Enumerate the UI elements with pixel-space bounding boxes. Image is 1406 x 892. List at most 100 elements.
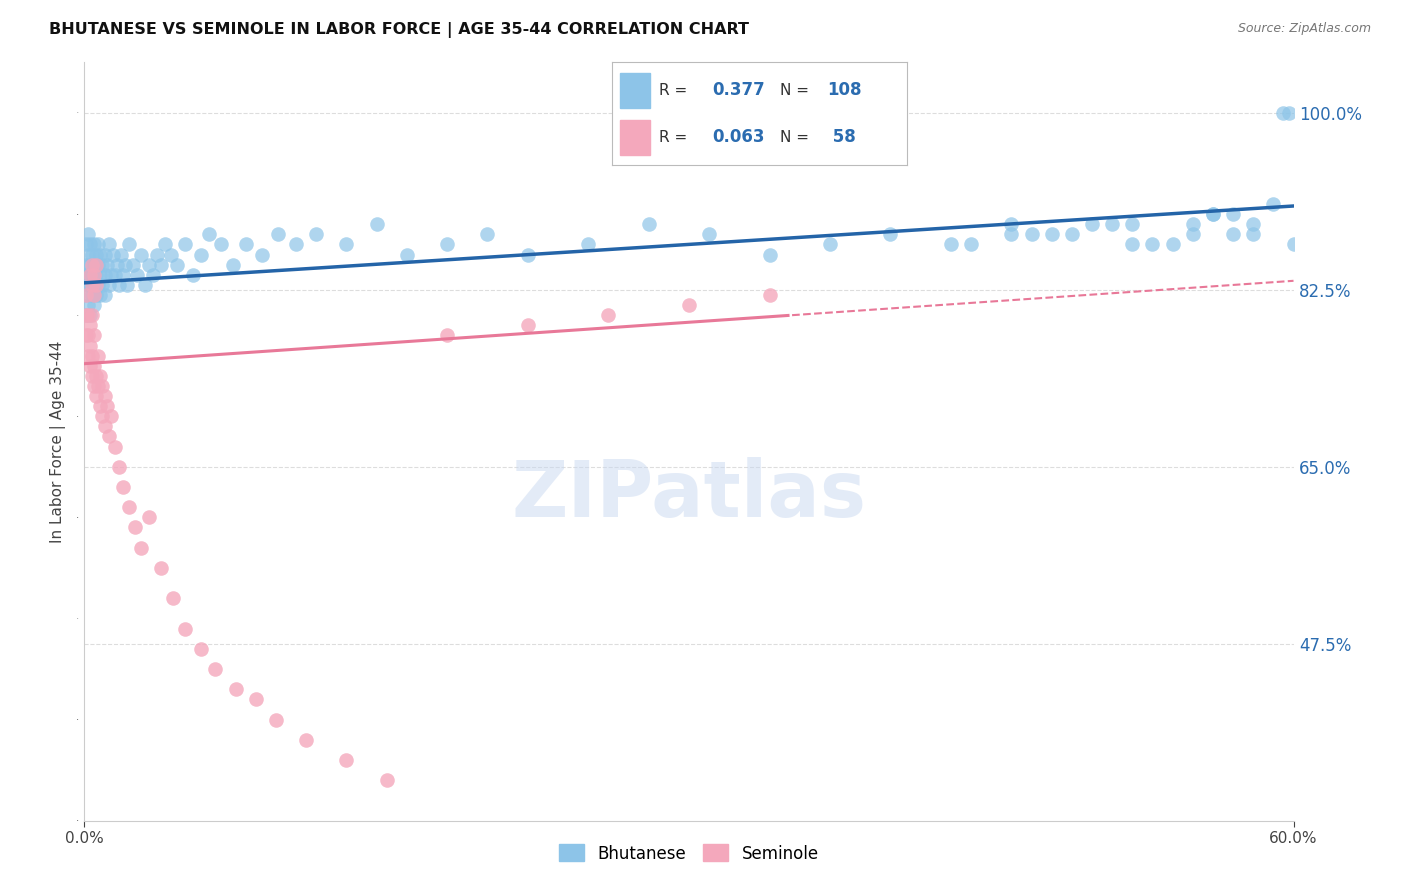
Point: [89, 399, 111, 413]
Point: [190, 247, 212, 261]
Point: [198, 227, 221, 242]
Point: [82, 277, 104, 292]
Point: [93, 268, 115, 282]
Point: [93, 419, 115, 434]
Point: [97, 429, 120, 443]
Point: [121, 258, 143, 272]
Point: [181, 268, 204, 282]
Point: [125, 268, 148, 282]
Point: [79, 277, 101, 292]
Point: [225, 682, 247, 697]
Point: [129, 541, 152, 555]
Point: [1040, 227, 1063, 242]
Point: [576, 237, 599, 252]
Point: [79, 258, 101, 272]
Point: [101, 247, 124, 261]
Point: [138, 258, 160, 272]
Point: [86, 368, 108, 383]
Point: [82, 277, 104, 292]
Point: [77, 247, 100, 261]
Point: [89, 368, 111, 383]
Point: [87, 277, 110, 292]
Point: [1142, 237, 1164, 252]
Point: [97, 237, 120, 252]
Text: 0.377: 0.377: [711, 81, 765, 99]
Point: [100, 268, 122, 282]
Point: [83, 237, 105, 252]
Point: [86, 247, 108, 261]
Point: [285, 237, 308, 252]
Point: [75, 308, 97, 322]
Text: 108: 108: [827, 81, 862, 99]
Point: [79, 338, 101, 352]
Point: [598, 308, 620, 322]
Point: [1060, 227, 1083, 242]
Point: [149, 258, 172, 272]
Point: [83, 258, 105, 272]
Point: [83, 288, 105, 302]
Point: [96, 258, 118, 272]
Point: [83, 298, 105, 312]
Point: [264, 713, 287, 727]
Point: [245, 692, 267, 706]
Point: [160, 247, 183, 261]
Point: [82, 288, 104, 302]
Point: [79, 268, 101, 282]
Point: [1000, 227, 1022, 242]
Point: [77, 328, 100, 343]
Point: [96, 399, 118, 413]
Point: [939, 237, 962, 252]
Bar: [620, 120, 650, 155]
Point: [91, 258, 114, 272]
Point: [138, 510, 160, 524]
Point: [1241, 217, 1264, 231]
Point: [83, 268, 105, 282]
Point: [637, 217, 659, 231]
Point: [118, 237, 141, 252]
Bar: [620, 73, 650, 108]
Point: [134, 277, 156, 292]
Point: [436, 237, 458, 252]
Point: [79, 308, 101, 322]
Point: [100, 409, 122, 424]
Point: [1278, 106, 1301, 120]
Point: [87, 379, 110, 393]
Point: [75, 288, 97, 302]
Point: [335, 237, 357, 252]
Point: [142, 268, 165, 282]
Point: [89, 288, 111, 302]
Point: [82, 368, 104, 383]
Point: [1241, 227, 1264, 242]
Point: [79, 268, 101, 282]
Point: [83, 277, 105, 292]
Point: [107, 277, 129, 292]
Point: [1081, 217, 1104, 231]
Point: [375, 773, 398, 788]
Point: [91, 277, 114, 292]
Point: [75, 328, 97, 343]
Point: [83, 328, 105, 343]
Point: [1222, 227, 1244, 242]
Point: [395, 247, 418, 261]
Point: [79, 359, 101, 373]
Point: [166, 258, 188, 272]
Point: [89, 268, 111, 282]
Point: [174, 237, 197, 252]
Point: [87, 237, 110, 252]
Point: [104, 268, 127, 282]
Text: R =: R =: [659, 83, 692, 97]
Point: [758, 247, 780, 261]
Point: [1121, 217, 1143, 231]
Point: [83, 379, 105, 393]
Point: [97, 277, 120, 292]
Text: N =: N =: [780, 83, 814, 97]
Point: [115, 277, 138, 292]
Point: [146, 247, 169, 261]
Point: [110, 247, 132, 261]
Point: [93, 389, 115, 403]
Point: [129, 247, 152, 261]
Point: [879, 227, 901, 242]
Point: [86, 277, 108, 292]
Point: [86, 288, 108, 302]
Point: [335, 753, 357, 767]
